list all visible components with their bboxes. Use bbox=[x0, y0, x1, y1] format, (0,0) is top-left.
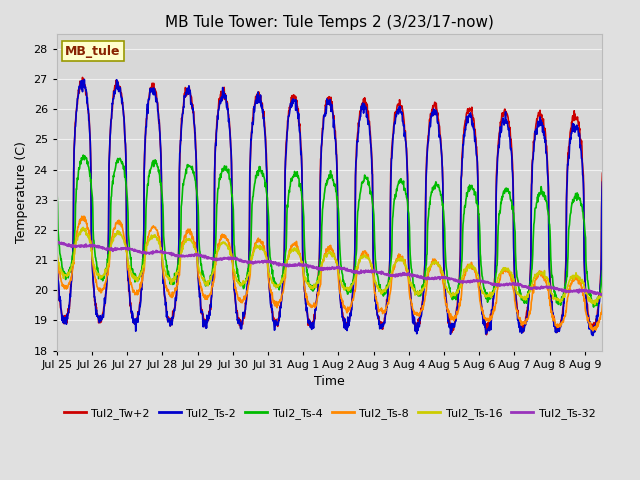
Tul2_Ts-8 bbox=[80, 213, 88, 219]
Tul2_Ts-16 bbox=[151, 232, 159, 238]
Tul2_Ts-32 bbox=[162, 250, 170, 256]
Line: Tul2_Ts-8: Tul2_Ts-8 bbox=[57, 216, 602, 331]
Y-axis label: Temperature (C): Temperature (C) bbox=[15, 141, 28, 243]
Tul2_Ts-16 bbox=[53, 247, 61, 253]
Tul2_Ts-8 bbox=[527, 308, 534, 313]
Tul2_Ts-2 bbox=[589, 333, 596, 338]
Tul2_Ts-32 bbox=[53, 240, 61, 246]
X-axis label: Time: Time bbox=[314, 375, 345, 388]
Tul2_Tw+2 bbox=[151, 89, 159, 95]
Tul2_Ts-16 bbox=[466, 262, 474, 268]
Tul2_Ts-16 bbox=[591, 302, 598, 308]
Tul2_Ts-8 bbox=[162, 282, 170, 288]
Line: Tul2_Ts-16: Tul2_Ts-16 bbox=[57, 228, 602, 305]
Line: Tul2_Ts-2: Tul2_Ts-2 bbox=[57, 80, 602, 336]
Tul2_Ts-4 bbox=[260, 174, 268, 180]
Tul2_Tw+2 bbox=[260, 117, 268, 123]
Tul2_Tw+2 bbox=[211, 172, 218, 178]
Tul2_Tw+2 bbox=[53, 250, 61, 256]
Tul2_Ts-32 bbox=[466, 280, 474, 286]
Tul2_Ts-2 bbox=[162, 302, 170, 308]
Tul2_Ts-8 bbox=[211, 275, 218, 280]
Legend: Tul2_Tw+2, Tul2_Ts-2, Tul2_Ts-4, Tul2_Ts-8, Tul2_Ts-16, Tul2_Ts-32: Tul2_Tw+2, Tul2_Ts-2, Tul2_Ts-4, Tul2_Ts… bbox=[59, 404, 600, 423]
Tul2_Ts-32 bbox=[527, 285, 534, 291]
Tul2_Ts-2 bbox=[211, 170, 218, 176]
Tul2_Ts-8 bbox=[589, 328, 596, 334]
Tul2_Ts-32 bbox=[211, 256, 218, 262]
Tul2_Tw+2 bbox=[466, 108, 474, 114]
Tul2_Ts-2 bbox=[466, 114, 474, 120]
Tul2_Tw+2 bbox=[598, 170, 606, 176]
Tul2_Ts-8 bbox=[598, 301, 606, 307]
Tul2_Ts-32 bbox=[598, 292, 606, 298]
Tul2_Ts-2 bbox=[260, 123, 268, 129]
Tul2_Ts-16 bbox=[79, 225, 87, 230]
Tul2_Ts-8 bbox=[151, 224, 159, 230]
Line: Tul2_Ts-4: Tul2_Ts-4 bbox=[57, 155, 602, 307]
Title: MB Tule Tower: Tule Temps 2 (3/23/17-now): MB Tule Tower: Tule Temps 2 (3/23/17-now… bbox=[165, 15, 494, 30]
Tul2_Ts-2 bbox=[151, 90, 159, 96]
Tul2_Ts-16 bbox=[162, 269, 170, 275]
Tul2_Ts-16 bbox=[260, 248, 268, 254]
Tul2_Ts-4 bbox=[527, 278, 534, 284]
Tul2_Ts-4 bbox=[162, 257, 170, 263]
Tul2_Ts-32 bbox=[151, 250, 159, 255]
Tul2_Ts-8 bbox=[53, 249, 61, 254]
Tul2_Ts-2 bbox=[598, 179, 606, 185]
Tul2_Ts-4 bbox=[53, 185, 61, 191]
Tul2_Ts-8 bbox=[466, 263, 474, 268]
Tul2_Ts-4 bbox=[79, 152, 87, 158]
Tul2_Ts-2 bbox=[527, 270, 534, 276]
Tul2_Ts-16 bbox=[211, 263, 218, 268]
Line: Tul2_Ts-32: Tul2_Ts-32 bbox=[57, 242, 602, 295]
Tul2_Ts-4 bbox=[211, 249, 218, 254]
Tul2_Ts-16 bbox=[527, 289, 534, 295]
Tul2_Tw+2 bbox=[79, 74, 86, 80]
Tul2_Ts-32 bbox=[260, 258, 268, 264]
Tul2_Ts-16 bbox=[598, 288, 606, 293]
Text: MB_tule: MB_tule bbox=[65, 45, 120, 58]
Tul2_Ts-4 bbox=[590, 304, 598, 310]
Tul2_Ts-4 bbox=[598, 268, 606, 274]
Tul2_Ts-2 bbox=[81, 77, 88, 83]
Tul2_Ts-32 bbox=[55, 239, 63, 245]
Tul2_Tw+2 bbox=[162, 296, 170, 301]
Tul2_Ts-4 bbox=[466, 184, 474, 190]
Tul2_Ts-8 bbox=[260, 243, 268, 249]
Tul2_Ts-4 bbox=[151, 157, 159, 163]
Tul2_Tw+2 bbox=[483, 332, 490, 337]
Tul2_Ts-2 bbox=[53, 254, 61, 260]
Tul2_Tw+2 bbox=[527, 253, 535, 259]
Line: Tul2_Tw+2: Tul2_Tw+2 bbox=[57, 77, 602, 335]
